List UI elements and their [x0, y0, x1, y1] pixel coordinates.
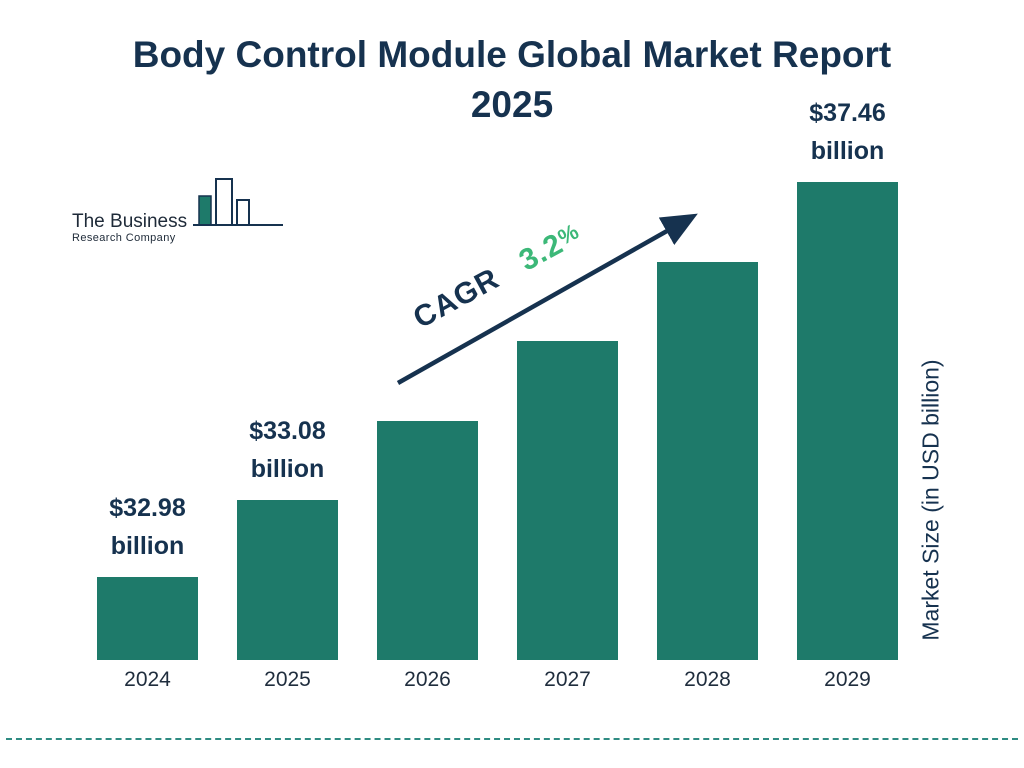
- logo-text: The Business Research Company: [72, 211, 187, 245]
- x-label-2025: 2025: [264, 668, 311, 691]
- value-label-2024: $32.98 billion: [109, 494, 186, 560]
- bar-2024: [97, 577, 198, 660]
- x-label-2028: 2028: [684, 668, 731, 691]
- logo-subname: Research Company: [72, 232, 176, 245]
- value-label-2025: $33.08 billion: [249, 417, 326, 483]
- value-label-2029: $37.46 billion: [809, 99, 886, 165]
- page-title-line1: Body Control Module Global Market Report: [132, 34, 892, 75]
- x-label-2024: 2024: [124, 668, 171, 691]
- x-label-2027: 2027: [544, 668, 591, 691]
- logo-bar-chart-icon: [191, 176, 287, 245]
- x-label-2026: 2026: [404, 668, 451, 691]
- logo: The Business Research Company: [72, 176, 287, 245]
- bottom-dashed-divider: [6, 738, 1018, 740]
- bar-2027: [517, 341, 618, 660]
- bar-2028: [657, 262, 758, 660]
- cagr-annotation: CAGR 3.2%: [408, 217, 587, 335]
- bar-2025: [237, 500, 338, 660]
- x-label-2029: 2029: [824, 668, 871, 691]
- logo-name: The Business: [72, 210, 188, 232]
- cagr-label: CAGR: [408, 261, 505, 336]
- y-axis-label: Market Size (in USD billion): [917, 359, 944, 641]
- page-title-line2: 2025: [470, 83, 554, 125]
- bar-2026: [377, 421, 478, 660]
- bar-2029: [797, 182, 898, 660]
- page-title: Body Control Module Global Market Report…: [0, 30, 1024, 130]
